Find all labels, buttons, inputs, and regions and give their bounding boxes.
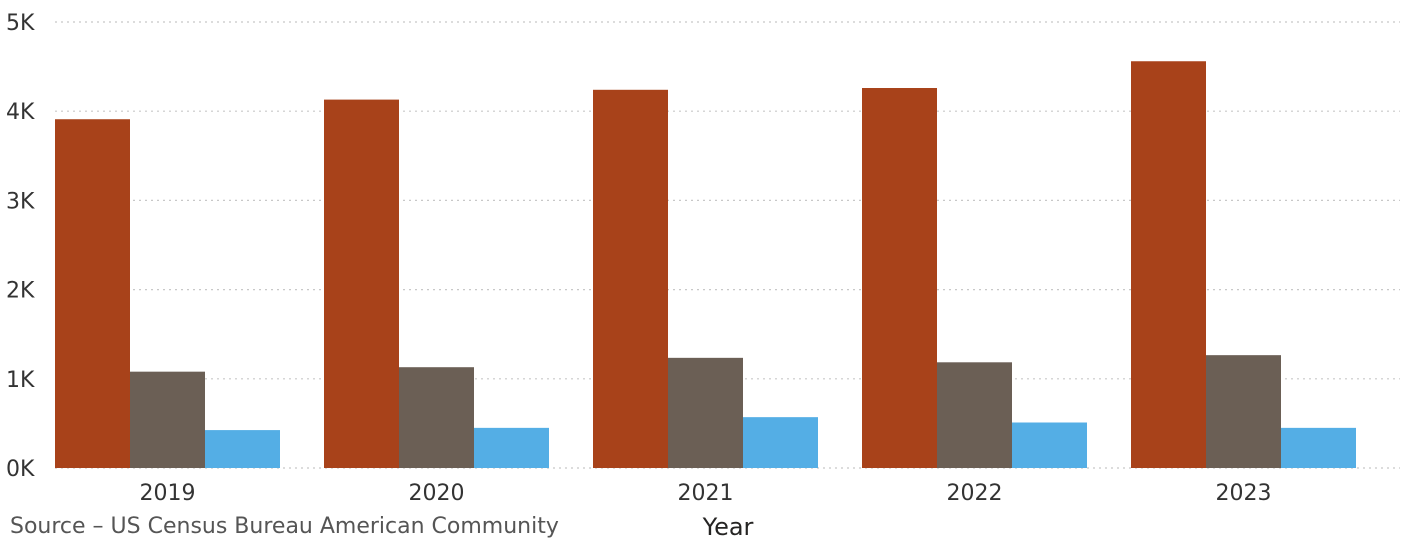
bar-series-1-2022: [862, 88, 937, 469]
bar-series-1-2021: [593, 89, 668, 469]
bar-series-3-2023: [1281, 427, 1356, 468]
x-tick-label: 2020: [409, 481, 465, 506]
bar-series-3-2020: [474, 427, 549, 468]
y-tick-label: 5K: [6, 11, 35, 36]
x-tick-label: 2021: [678, 481, 734, 506]
y-tick-label: 1K: [6, 368, 35, 393]
bar-series-3-2022: [1012, 422, 1087, 468]
bars: [55, 61, 1356, 469]
y-tick-label: 2K: [6, 279, 35, 304]
y-axis-ticks: 0K 1K 2K 3K 4K 5K: [6, 11, 35, 482]
source-note: Source – US Census Bureau American Commu…: [10, 514, 559, 539]
bar-series-2-2023: [1206, 355, 1281, 468]
bar-series-2-2021: [668, 357, 743, 468]
y-tick-label: 3K: [6, 189, 35, 214]
x-axis-ticks: 2019 2020 2021 2022 2023: [140, 481, 1272, 506]
x-axis-title: Year: [702, 513, 754, 541]
x-tick-label: 2019: [140, 481, 196, 506]
bar-series-1-2019: [55, 119, 130, 468]
bar-series-2-2022: [937, 362, 1012, 468]
bar-series-3-2019: [205, 430, 280, 468]
bar-series-1-2020: [324, 99, 399, 468]
x-tick-label: 2022: [947, 481, 1003, 506]
bar-series-3-2021: [743, 417, 818, 468]
y-tick-label: 0K: [6, 457, 35, 482]
x-tick-label: 2023: [1216, 481, 1272, 506]
bar-series-2-2019: [130, 371, 205, 468]
y-tick-label: 4K: [6, 100, 35, 125]
bar-series-2-2020: [399, 367, 474, 468]
bar-series-1-2023: [1131, 61, 1206, 469]
